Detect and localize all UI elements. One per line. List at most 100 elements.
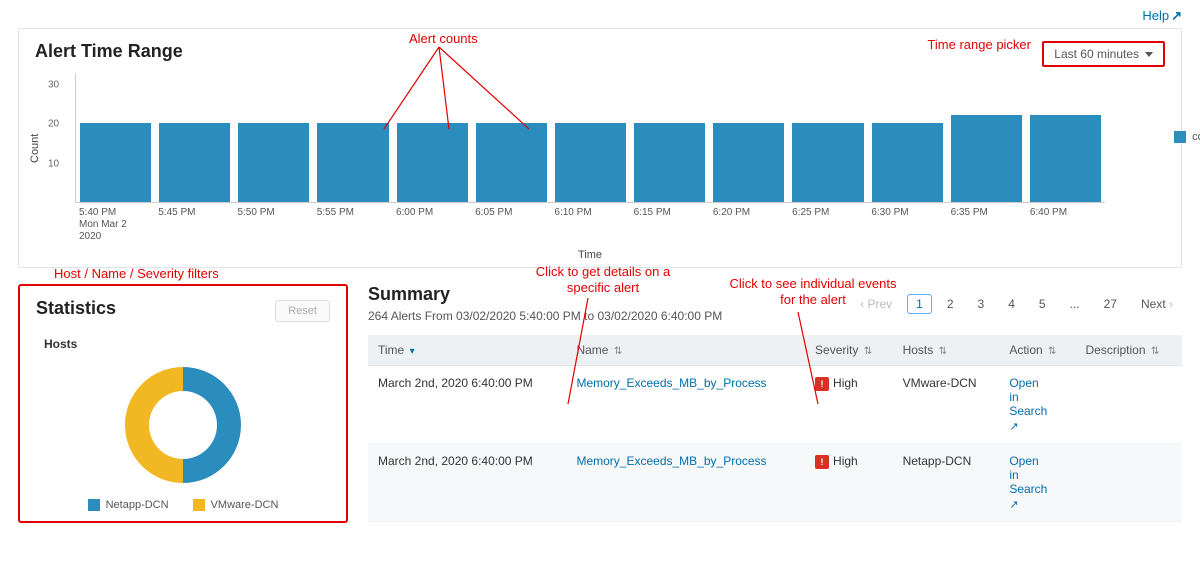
summary-title: Summary <box>368 284 722 305</box>
alerts-table: Time ▾Name ⇅Severity ⇅Hosts ⇅Action ⇅Des… <box>368 335 1182 522</box>
column-header-name[interactable]: Name ⇅ <box>566 335 805 366</box>
x-tick: 5:40 PMMon Mar 22020 <box>79 207 150 243</box>
x-tick: 6:30 PM <box>871 207 942 243</box>
x-axis-label: Time <box>75 243 1105 261</box>
alert-panel-title: Alert Time Range <box>35 41 183 62</box>
cell-action: OpeninSearch ↗ <box>999 444 1075 522</box>
legend-swatch-icon <box>88 499 100 511</box>
summary-panel: Click to get details on a specific alert… <box>368 284 1182 522</box>
cell-description <box>1076 444 1183 522</box>
chart-bar[interactable] <box>792 123 863 202</box>
chart-bar[interactable] <box>476 123 547 202</box>
y-axis-grid: 102030 <box>75 73 1105 203</box>
sort-icon: ⇅ <box>1151 346 1159 357</box>
x-tick: 6:00 PM <box>396 207 467 243</box>
cell-time: March 2nd, 2020 6:40:00 PM <box>368 444 566 522</box>
donut-slice[interactable] <box>183 367 241 483</box>
chart-bar[interactable] <box>317 123 388 202</box>
annotation-filters: Host / Name / Severity filters <box>54 266 219 282</box>
sort-desc-icon: ▾ <box>410 346 415 357</box>
pager-next[interactable]: Next › <box>1132 294 1182 314</box>
pager-page[interactable]: 5 <box>1030 294 1055 314</box>
pager-page[interactable]: 2 <box>938 294 963 314</box>
help-link[interactable]: Help↗ <box>1142 8 1182 23</box>
cell-severity: !High <box>805 444 893 522</box>
sort-icon: ⇅ <box>939 346 947 357</box>
x-tick: 5:55 PM <box>317 207 388 243</box>
column-header-time[interactable]: Time ▾ <box>368 335 566 366</box>
chevron-right-icon: › <box>1169 297 1173 311</box>
table-row: March 2nd, 2020 6:40:00 PM Memory_Exceeds… <box>368 444 1182 522</box>
open-in-search-link[interactable]: OpeninSearch <box>1009 454 1047 496</box>
donut-legend-label: VMware-DCN <box>211 499 279 511</box>
legend-swatch <box>1174 131 1186 143</box>
severity-badge-icon: ! <box>815 455 829 469</box>
alert-name-link[interactable]: Memory_Exceeds_MB_by_Process <box>576 454 766 468</box>
legend-label: count <box>1192 131 1200 143</box>
x-tick: 6:35 PM <box>951 207 1022 243</box>
pager-page[interactable]: 1 <box>907 294 932 314</box>
chart-legend: count <box>1174 131 1200 143</box>
pagination: ‹ Prev 12345... 27 Next › <box>851 294 1182 314</box>
column-header-action[interactable]: Action ⇅ <box>999 335 1075 366</box>
cell-action: OpeninSearch ↗ <box>999 366 1075 444</box>
x-tick: 5:45 PM <box>158 207 229 243</box>
y-tick: 10 <box>48 158 59 169</box>
chart-bar[interactable] <box>555 123 626 202</box>
x-axis-ticks: 5:40 PMMon Mar 220205:45 PM5:50 PM5:55 P… <box>75 203 1105 243</box>
external-link-icon: ↗ <box>1009 420 1018 433</box>
statistics-title: Statistics <box>36 298 116 319</box>
time-range-picker-label: Last 60 minutes <box>1054 47 1139 61</box>
pager-ellipsis: ... <box>1061 294 1089 314</box>
column-header-description[interactable]: Description ⇅ <box>1076 335 1183 366</box>
time-range-picker[interactable]: Last 60 minutes <box>1042 41 1165 67</box>
chart-bar[interactable] <box>713 123 784 202</box>
open-in-search-link[interactable]: OpeninSearch <box>1009 376 1047 418</box>
table-header-row: Time ▾Name ⇅Severity ⇅Hosts ⇅Action ⇅Des… <box>368 335 1182 366</box>
chart-bar[interactable] <box>634 123 705 202</box>
reset-button-label: Reset <box>288 305 317 317</box>
external-link-icon: ↗ <box>1171 8 1182 24</box>
help-link-label: Help <box>1142 8 1169 23</box>
pager-page[interactable]: 3 <box>969 294 994 314</box>
x-tick: 6:10 PM <box>554 207 625 243</box>
x-tick: 6:25 PM <box>792 207 863 243</box>
y-tick: 30 <box>48 79 59 90</box>
cell-name: Memory_Exceeds_MB_by_Process <box>566 366 805 444</box>
chart-bar[interactable] <box>951 115 1022 202</box>
chevron-down-icon <box>1145 52 1153 57</box>
legend-swatch-icon <box>193 499 205 511</box>
column-header-severity[interactable]: Severity ⇅ <box>805 335 893 366</box>
table-row: March 2nd, 2020 6:40:00 PMMemory_Exceeds… <box>368 366 1182 444</box>
donut-legend-item[interactable]: Netapp-DCN <box>88 499 169 511</box>
summary-subtitle: 264 Alerts From 03/02/2020 5:40:00 PM to… <box>368 309 722 323</box>
donut-slice[interactable] <box>125 367 183 483</box>
severity-badge-icon: ! <box>815 377 829 391</box>
pager-page[interactable]: 27 <box>1095 294 1126 314</box>
reset-button[interactable]: Reset <box>275 300 330 322</box>
donut-chart[interactable] <box>36 361 330 491</box>
donut-legend: Netapp-DCN VMware-DCN <box>36 491 330 511</box>
hosts-subtitle: Hosts <box>44 337 330 351</box>
chart-bar[interactable] <box>872 123 943 202</box>
pager-prev[interactable]: ‹ Prev <box>851 294 901 314</box>
table-body: March 2nd, 2020 6:40:00 PM Memory_Exceeds… <box>368 366 1182 522</box>
chart-bar[interactable] <box>238 123 309 202</box>
column-header-hosts[interactable]: Hosts ⇅ <box>893 335 1000 366</box>
statistics-panel: Statistics Reset Hosts Netapp-DCN VMware-… <box>18 284 348 523</box>
donut-legend-item[interactable]: VMware-DCN <box>193 499 279 511</box>
pager-page[interactable]: 4 <box>999 294 1024 314</box>
x-tick: 6:20 PM <box>713 207 784 243</box>
chart-bar[interactable] <box>159 123 230 202</box>
x-tick: 6:15 PM <box>634 207 705 243</box>
help-link-container: Help↗ <box>18 6 1182 28</box>
chart-bar[interactable] <box>397 123 468 202</box>
external-link-icon: ↗ <box>1009 498 1018 511</box>
donut-legend-label: Netapp-DCN <box>106 499 169 511</box>
chart-bar[interactable] <box>1030 115 1101 202</box>
cell-severity: !High <box>805 366 893 444</box>
chart-bar[interactable] <box>80 123 151 202</box>
x-tick: 6:40 PM <box>1030 207 1101 243</box>
sort-icon: ⇅ <box>1048 346 1056 357</box>
alert-name-link[interactable]: Memory_Exceeds_MB_by_Process <box>576 376 766 390</box>
